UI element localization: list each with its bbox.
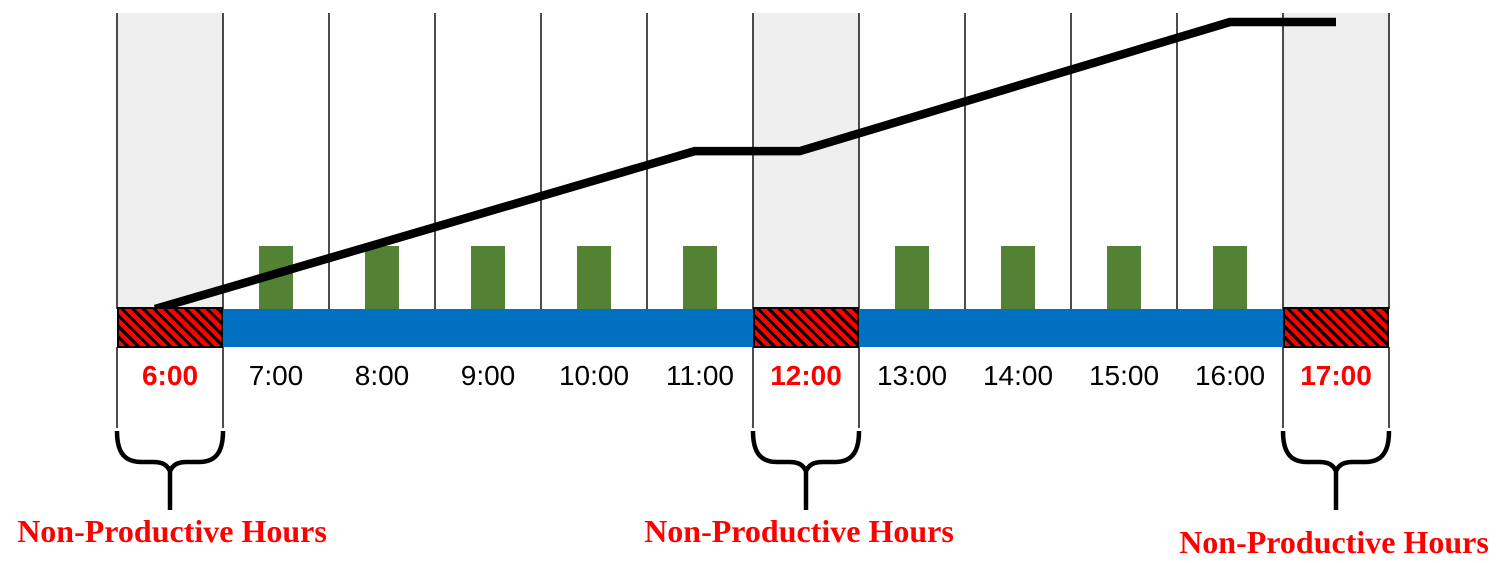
timeline-nonproductive-segment: [753, 307, 859, 348]
timeline-nonproductive-segment: [1283, 307, 1389, 348]
timeline-nonproductive-segment: [117, 307, 223, 348]
hour-label: 7:00: [248, 360, 304, 391]
hour-label: 6:00: [141, 360, 199, 391]
timeline-productive-segment: [859, 309, 1283, 347]
non-productive-label: Non-Productive Hours: [17, 513, 327, 549]
activity-bar: [895, 246, 929, 309]
activity-bar: [365, 246, 399, 309]
hour-label: 11:00: [666, 360, 734, 391]
hour-label: 8:00: [354, 360, 410, 391]
hour-label: 13:00: [876, 360, 948, 391]
hour-label: 17:00: [1300, 360, 1372, 391]
hour-label: 10:00: [558, 360, 630, 391]
non-productive-band: [117, 13, 223, 309]
activity-bar: [683, 246, 717, 309]
activity-bar: [1213, 246, 1247, 309]
non-productive-label: Non-Productive Hours: [644, 513, 954, 549]
activity-bar: [1001, 246, 1035, 309]
hour-label: 12:00: [770, 360, 842, 391]
hour-label: 16:00: [1194, 360, 1266, 391]
non-productive-label: Non-Productive Hours: [1179, 524, 1489, 560]
hour-label: 9:00: [460, 360, 516, 391]
timeline-productive-segment: [223, 309, 753, 347]
activity-bar: [1107, 246, 1141, 309]
non-productive-band: [753, 13, 859, 309]
hour-label: 14:00: [982, 360, 1054, 391]
non-productive-band: [1283, 13, 1389, 309]
activity-bar: [471, 246, 505, 309]
activity-bar: [577, 246, 611, 309]
cumulative-progress-line: [153, 17, 1336, 314]
hour-label: 15:00: [1088, 360, 1160, 391]
